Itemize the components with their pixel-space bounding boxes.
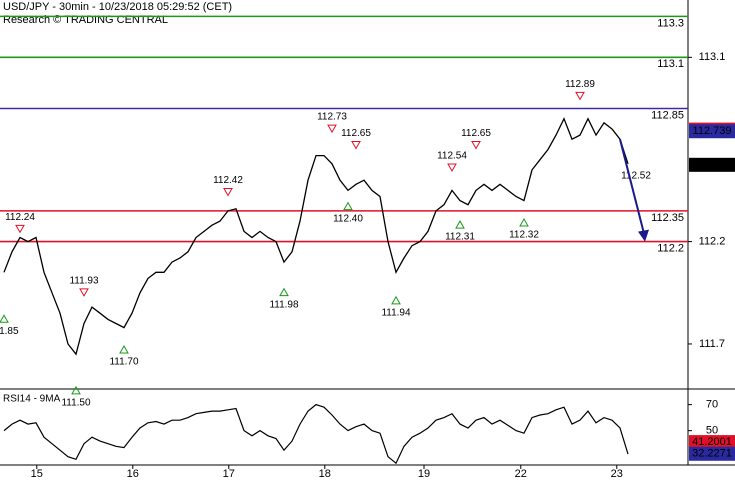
high-marker	[79, 288, 89, 297]
low-marker	[71, 385, 81, 395]
high-marker	[351, 140, 361, 150]
price-label: 112.575	[693, 159, 732, 171]
annotation-label: 112.24	[5, 212, 35, 223]
x-tick-label: 17	[223, 468, 235, 480]
annotation-label: 111.70	[109, 357, 139, 368]
low-marker	[455, 220, 465, 229]
low-marker	[119, 344, 129, 354]
annotation-label: 111.50	[61, 398, 91, 409]
rsi-y-tick-label: 70	[706, 399, 718, 411]
annotation-label: 112.89	[565, 79, 595, 90]
high-marker	[447, 163, 457, 172]
level-label: 112.2	[657, 242, 684, 254]
annotation-label: 112.42	[213, 175, 243, 186]
level-label: 112.35	[651, 212, 684, 224]
high-marker	[15, 224, 25, 234]
projection-arrow	[619, 138, 645, 234]
rsi-y-tick-label: 50	[706, 425, 718, 437]
price-label-box	[689, 157, 735, 172]
annotation-label: 111.85	[0, 326, 19, 337]
y-tick-label: 111.7	[699, 338, 725, 350]
x-tick-label: 22	[515, 468, 527, 480]
x-tick-label: 16	[127, 468, 139, 480]
x-tick-label: 18	[319, 468, 331, 480]
annotation-label: 111.93	[69, 276, 99, 287]
annotation-label: 111.98	[269, 299, 299, 310]
x-tick-label: 19	[418, 468, 430, 480]
x-tick-label: 23	[611, 468, 623, 480]
annotation-label: 112.65	[461, 128, 491, 139]
high-marker	[327, 124, 337, 134]
price-label: 112.739	[693, 125, 732, 137]
low-marker	[519, 218, 529, 227]
annotation-label: 112.65	[341, 128, 371, 139]
high-marker	[471, 140, 481, 150]
high-marker	[223, 188, 233, 197]
annotation-label: 111.94	[381, 307, 411, 318]
level-label: 113.3	[657, 17, 684, 29]
rsi-label-box	[689, 435, 735, 450]
rsi-title: RSI14 - 9MA	[3, 394, 61, 405]
price-line	[3, 117, 629, 356]
low-marker	[343, 201, 353, 211]
x-tick-label: 15	[31, 468, 43, 480]
rsi-line	[3, 403, 629, 465]
rsi-label: 41.2001	[692, 436, 732, 448]
rsi-label-box	[689, 446, 735, 461]
level-label: 113.1	[657, 58, 684, 70]
annotation-label: 112.31	[445, 232, 475, 243]
annotation-label: 112.52	[621, 171, 651, 182]
low-marker	[0, 314, 9, 323]
annotation-label: 112.54	[437, 151, 467, 162]
rsi-label: 32.2271	[692, 448, 732, 460]
annotation-label: 112.73	[317, 112, 347, 123]
y-tick-label: 113.1	[699, 51, 726, 63]
annotation-label: 112.40	[333, 213, 363, 224]
level-label: 112.85	[651, 109, 684, 121]
low-marker	[279, 287, 289, 297]
annotation-label: 112.32	[509, 230, 539, 241]
price-label-box	[689, 124, 735, 139]
y-tick-label: 112.2	[699, 235, 726, 247]
chart-title: USD/JPY - 30min - 10/23/2018 05:29:52 (C…	[3, 1, 232, 13]
high-marker	[575, 91, 585, 101]
low-marker	[391, 295, 401, 305]
arrow-head	[638, 229, 649, 242]
